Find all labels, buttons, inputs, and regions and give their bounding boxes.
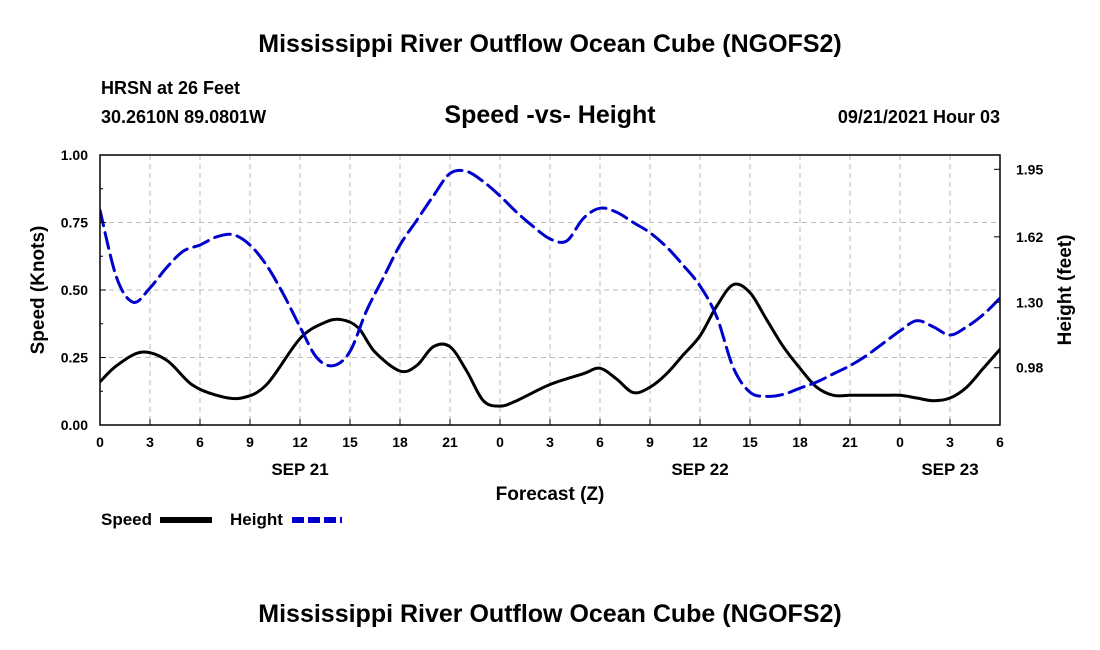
x-tick-label: 21 <box>842 434 858 450</box>
chart-title-top: Mississippi River Outflow Ocean Cube (NG… <box>258 30 842 58</box>
x-tick-label: 12 <box>292 434 308 450</box>
plot-title: Speed -vs- Height <box>444 101 656 129</box>
y2-axis-title: Height (feet) <box>1055 235 1076 346</box>
y2-tick-label: 1.95 <box>1016 161 1043 177</box>
y2-tick-label: 1.30 <box>1016 294 1043 310</box>
x-tick-label: 0 <box>96 434 104 450</box>
legend: Speed Height <box>101 510 342 529</box>
station-label: HRSN at 26 Feet <box>101 78 241 98</box>
legend-height-label: Height <box>230 510 283 529</box>
y-tick-label: 0.75 <box>61 215 88 231</box>
axis-tick-labels: 0 3 6 9 12 15 18 21 0 3 6 9 12 15 18 21 0 3 6 0.00 0.25 0.50 0… <box>61 147 1044 479</box>
date-label: SEP 21 <box>271 460 328 479</box>
x-tick-label: 6 <box>196 434 204 450</box>
x-tick-label: 6 <box>596 434 604 450</box>
x-tick-label: 21 <box>442 434 458 450</box>
x-tick-label: 18 <box>792 434 808 450</box>
plot-lines <box>100 168 1000 408</box>
y-tick-label: 0.50 <box>61 282 88 298</box>
y-tick-label: 0.00 <box>61 417 88 433</box>
x-tick-label: 0 <box>896 434 904 450</box>
x-axis-title: Forecast (Z) <box>496 484 605 505</box>
grid <box>100 155 1000 425</box>
y-axis-title: Speed (Knots) <box>28 226 49 355</box>
forecast-date: 09/21/2021 Hour 03 <box>837 107 1000 127</box>
x-tick-label: 15 <box>742 434 758 450</box>
station-coordinates: 30.2610N 89.0801W <box>101 107 267 127</box>
x-tick-label: 3 <box>946 434 954 450</box>
x-tick-label: 12 <box>692 434 708 450</box>
date-label: SEP 22 <box>671 460 728 479</box>
y2-tick-label: 1.62 <box>1016 229 1043 245</box>
x-tick-label: 18 <box>392 434 408 450</box>
speed-series-line <box>100 282 1000 408</box>
legend-speed-label: Speed <box>101 510 152 529</box>
x-tick-label: 9 <box>246 434 254 450</box>
x-tick-label: 3 <box>546 434 554 450</box>
x-tick-label: 3 <box>146 434 154 450</box>
x-tick-label: 9 <box>646 434 654 450</box>
x-tick-label: 6 <box>996 434 1004 450</box>
height-series-line <box>100 168 1000 398</box>
y-tick-label: 1.00 <box>61 147 88 163</box>
chart-title-bottom: Mississippi River Outflow Ocean Cube (NG… <box>258 600 842 628</box>
x-tick-label: 15 <box>342 434 358 450</box>
axis-ticks <box>99 154 1001 426</box>
date-label: SEP 23 <box>921 460 978 479</box>
x-tick-label: 0 <box>496 434 504 450</box>
y-tick-label: 0.25 <box>61 350 88 366</box>
y2-tick-label: 0.98 <box>1016 360 1043 376</box>
